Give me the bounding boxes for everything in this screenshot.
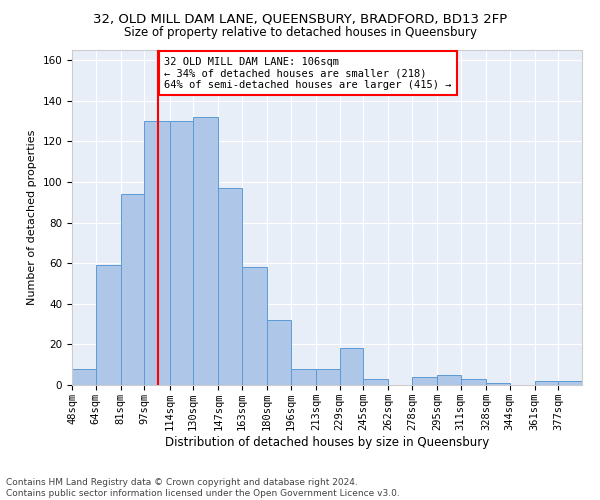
Bar — [461, 379, 486, 385]
Bar — [242, 267, 267, 385]
Bar — [340, 348, 363, 385]
Text: 32, OLD MILL DAM LANE, QUEENSBURY, BRADFORD, BD13 2FP: 32, OLD MILL DAM LANE, QUEENSBURY, BRADF… — [93, 12, 507, 26]
Bar — [535, 381, 559, 385]
Bar — [218, 188, 242, 385]
Y-axis label: Number of detached properties: Number of detached properties — [27, 130, 37, 305]
Bar — [437, 375, 461, 385]
Bar — [363, 379, 388, 385]
Bar — [412, 377, 437, 385]
Bar — [486, 383, 509, 385]
Bar — [193, 117, 218, 385]
Bar — [72, 369, 95, 385]
Text: 32 OLD MILL DAM LANE: 106sqm
← 34% of detached houses are smaller (218)
64% of s: 32 OLD MILL DAM LANE: 106sqm ← 34% of de… — [164, 56, 451, 90]
Bar — [291, 369, 316, 385]
X-axis label: Distribution of detached houses by size in Queensbury: Distribution of detached houses by size … — [165, 436, 489, 448]
Text: Size of property relative to detached houses in Queensbury: Size of property relative to detached ho… — [124, 26, 476, 39]
Bar — [559, 381, 582, 385]
Bar — [145, 121, 170, 385]
Bar — [95, 265, 121, 385]
Bar — [267, 320, 291, 385]
Bar — [170, 121, 193, 385]
Text: Contains HM Land Registry data © Crown copyright and database right 2024.
Contai: Contains HM Land Registry data © Crown c… — [6, 478, 400, 498]
Bar — [121, 194, 145, 385]
Bar — [316, 369, 340, 385]
